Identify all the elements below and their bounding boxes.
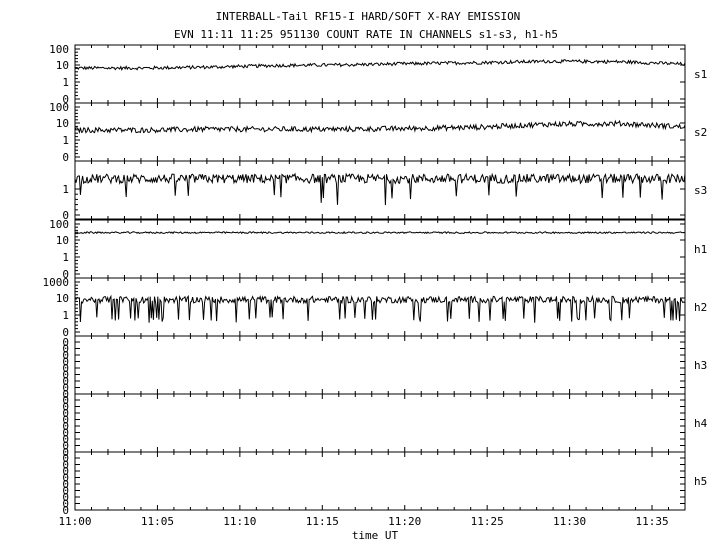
y-tick-label-h1: 10: [56, 234, 69, 247]
y-tick-label-s1: 10: [56, 59, 69, 72]
signal-line-h1: [75, 230, 686, 235]
x-tick-label: 11:25: [471, 515, 504, 528]
y-tick-label-h1: 1: [62, 251, 69, 264]
y-tick-label-s1: 100: [49, 43, 69, 56]
y-tick-label-h4: 0: [62, 427, 69, 440]
y-tick-label-s2: 10: [56, 117, 69, 130]
panel-frame-h1: [74, 219, 686, 279]
y-tick-label-h4: 0: [62, 420, 69, 433]
y-tick-label-h5: 0: [62, 478, 69, 491]
channel-label-h3: h3: [694, 359, 707, 372]
signal-line-s3: [74, 172, 686, 206]
y-tick-label-s2: 1: [62, 134, 69, 147]
chart-subtitle: EVN 11:11 11:25 951130 COUNT RATE IN CHA…: [174, 28, 558, 41]
y-tick-label-h4: 0: [62, 433, 69, 446]
y-tick-label-h4: 0: [62, 401, 69, 414]
y-tick-label-h4: 0: [62, 440, 69, 453]
signal-line-s2: [74, 119, 686, 135]
panel-frame-s3: [74, 160, 686, 220]
y-tick-label-h3: 0: [62, 388, 69, 401]
y-tick-label-h3: 0: [62, 349, 69, 362]
panel-frame-s1: [74, 44, 686, 104]
x-tick-label: 11:05: [141, 515, 174, 528]
x-tick-label: 11:20: [388, 515, 421, 528]
channel-label-h2: h2: [694, 301, 707, 314]
y-tick-label-h3: 0: [62, 382, 69, 395]
y-tick-label-h4: 0: [62, 414, 69, 427]
y-tick-label-h2: 1000: [43, 276, 70, 289]
channel-label-s3: s3: [694, 184, 707, 197]
y-tick-label-s1: 0: [62, 93, 69, 106]
y-tick-label-h1: 0: [62, 268, 69, 281]
panel-frame-h3: [74, 335, 686, 395]
signal-line-h2: [74, 294, 686, 323]
channel-label-h1: h1: [694, 243, 707, 256]
y-tick-label-s2: 0: [62, 151, 69, 164]
channel-label-h4: h4: [694, 417, 708, 430]
x-axis: 11:00 11:05 11:10 11:15 11:20 11:25 11:30 11:35: [58, 515, 668, 528]
y-tick-label-s1: 1: [62, 76, 69, 89]
channel-label-s1: s1: [694, 68, 707, 81]
y-tick-label-h4: 0: [62, 407, 69, 420]
channel-label-h5: h5: [694, 475, 707, 488]
y-tick-label-h5: 0: [62, 452, 69, 465]
signal-line-s1: [74, 58, 686, 71]
panel-frame-h4: [74, 393, 686, 453]
y-tick-label-h3: 0: [62, 343, 69, 356]
y-tick-label-h5: 0: [62, 459, 69, 472]
y-tick-label-h5: 0: [62, 504, 69, 517]
chart-title: INTERBALL-Tail RF15-I HARD/SOFT X-RAY EM…: [216, 10, 521, 23]
y-tick-label-s3: 0: [62, 209, 69, 222]
y-tick-label-h4: 0: [62, 446, 69, 459]
y-tick-label-h2: 10: [56, 292, 69, 305]
y-tick-label-h5: 0: [62, 498, 69, 511]
y-tick-label-h3: 0: [62, 356, 69, 369]
x-tick-label: 11:00: [58, 515, 91, 528]
x-tick-label: 11:35: [635, 515, 668, 528]
x-tick-label: 11:30: [553, 515, 586, 528]
y-tick-label-h2: 1: [62, 309, 69, 322]
y-tick-label-h4: 0: [62, 394, 69, 407]
x-tick-label: 11:15: [306, 515, 339, 528]
y-tick-label-h3: 0: [62, 375, 69, 388]
x-tick-label: 11:10: [223, 515, 256, 528]
y-tick-label-h3: 0: [62, 362, 69, 375]
y-tick-label-s2: 100: [49, 101, 69, 114]
panel-frame-h5: [74, 451, 686, 511]
panels-group: s11001010s21001010s310h11001010h21000101…: [43, 43, 708, 517]
y-tick-label-h5: 0: [62, 472, 69, 485]
x-axis-label: time UT: [352, 529, 399, 542]
y-tick-label-h3: 0: [62, 369, 69, 382]
y-tick-label-h5: 0: [62, 491, 69, 504]
y-tick-label-h3: 0: [62, 336, 69, 349]
y-tick-label-s3: 1: [62, 183, 69, 196]
y-tick-label-h5: 0: [62, 465, 69, 478]
y-tick-label-h2: 0: [62, 326, 69, 339]
y-tick-label-h5: 0: [62, 485, 69, 498]
y-tick-label-h1: 100: [49, 218, 69, 231]
channel-label-s2: s2: [694, 126, 707, 139]
panel-s3: s3 1 0: [62, 160, 707, 222]
